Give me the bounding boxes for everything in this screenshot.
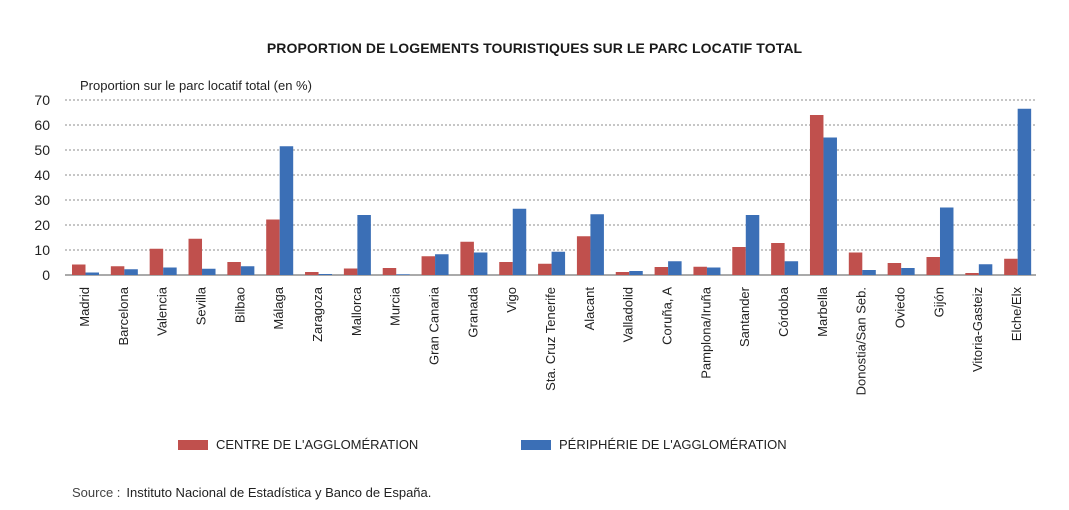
x-tick-label: Valladolid xyxy=(621,287,636,342)
source-note: Source : Instituto Nacional de Estadístic… xyxy=(72,485,431,500)
bar-centre xyxy=(887,263,902,275)
y-tick-label: 20 xyxy=(34,217,50,233)
x-tick-label: Pamplona/Iruña xyxy=(698,286,713,379)
legend-label-peripherie: PÉRIPHÉRIE DE L'AGGLOMÉRATION xyxy=(559,437,787,452)
bar-centre xyxy=(615,272,630,275)
x-tick-label: Gijón xyxy=(931,287,946,317)
legend-item-centre: CENTRE DE L'AGGLOMÉRATION xyxy=(178,437,418,452)
bar-peripherie xyxy=(551,251,566,275)
bar-peripherie xyxy=(396,274,410,275)
bar-centre xyxy=(343,268,358,275)
y-tick-label: 70 xyxy=(34,92,50,108)
bar-centre xyxy=(771,243,785,275)
bar-peripherie xyxy=(473,252,488,275)
bar-peripherie xyxy=(901,268,915,275)
bar-centre xyxy=(654,267,669,275)
bar-peripherie xyxy=(1017,108,1032,275)
x-tick-label: Madrid xyxy=(77,287,92,327)
bar-peripherie xyxy=(939,207,954,275)
bar-centre xyxy=(576,236,591,275)
x-tick-label: Oviedo xyxy=(893,287,908,328)
x-tick-label: Marbella xyxy=(815,286,830,337)
x-tick-label: Vitoria-Gasteiz xyxy=(970,287,985,372)
y-tick-label: 10 xyxy=(34,242,50,258)
x-tick-label: Zaragoza xyxy=(310,286,325,342)
bar-peripherie xyxy=(978,264,993,275)
x-tick-label: Gran Canaria xyxy=(426,286,441,365)
bar-peripherie xyxy=(668,261,682,275)
x-tick-label: Sta. Cruz Tenerife xyxy=(543,287,558,391)
bar-peripherie xyxy=(85,272,99,275)
y-tick-label: 0 xyxy=(42,267,50,283)
bar-peripherie xyxy=(163,267,177,275)
x-tick-label: Málaga xyxy=(271,286,286,329)
bar-centre xyxy=(1004,258,1018,275)
x-tick-label: Donostia/San Seb. xyxy=(854,287,869,395)
bar-centre xyxy=(693,266,707,275)
x-tick-label: Bilbao xyxy=(232,287,247,323)
bar-centre xyxy=(149,248,164,275)
bar-centre xyxy=(809,115,824,275)
x-tick-label: Alacant xyxy=(582,287,597,331)
bar-centre xyxy=(460,241,474,275)
bar-chart: 0 10 20 30 40 50 60 70 Madrid Barcelona Valencia Se… xyxy=(34,92,1036,395)
y-tick-label: 30 xyxy=(34,192,50,208)
x-tick-label: Córdoba xyxy=(776,286,791,337)
bar-centre xyxy=(732,247,746,275)
bar-centre xyxy=(421,256,436,275)
bar-peripherie xyxy=(862,270,876,275)
x-tick-label: Granada xyxy=(465,286,480,337)
bar-peripherie xyxy=(590,214,604,275)
x-tick-label: Barcelona xyxy=(116,286,131,345)
bar-peripherie xyxy=(318,274,333,275)
x-tick-label: Elche/Elx xyxy=(1009,287,1024,342)
bar-peripherie xyxy=(279,146,294,275)
bar-centre xyxy=(926,257,940,275)
bar-centre xyxy=(965,273,979,275)
chart-title: PROPORTION DE LOGEMENTS TOURISTIQUES SUR… xyxy=(266,40,803,56)
bar-centre xyxy=(227,262,241,275)
x-tick-label: Santander xyxy=(737,286,752,347)
bar-peripherie xyxy=(435,254,449,275)
bar-peripherie xyxy=(784,261,799,275)
y-tick-label: 60 xyxy=(34,117,50,133)
bar-peripherie xyxy=(202,268,216,275)
source-text: Instituto Nacional de Estadística y Banc… xyxy=(126,485,432,500)
bar-centre xyxy=(266,219,280,275)
bar-centre xyxy=(110,266,125,275)
bar-peripherie xyxy=(512,208,527,275)
bar-centre xyxy=(72,264,86,275)
bar-centre xyxy=(305,272,319,275)
x-tick-label: Sevilla xyxy=(193,286,208,325)
y-axis-label: Proportion sur le parc locatif total (en… xyxy=(80,78,312,93)
source-label: Source : xyxy=(72,485,121,500)
x-tick-label: Valencia xyxy=(155,286,170,336)
y-tick-label: 50 xyxy=(34,142,50,158)
legend-swatch-peripherie xyxy=(521,439,551,450)
x-tick-label: Vigo xyxy=(504,287,519,313)
legend-swatch-centre xyxy=(178,439,208,450)
bar-centre xyxy=(848,252,863,275)
x-tick-label: Murcia xyxy=(388,286,403,326)
y-tick-label: 40 xyxy=(34,167,50,183)
bar-peripherie xyxy=(124,269,138,275)
bar-peripherie xyxy=(357,215,371,275)
bar-centre xyxy=(382,268,397,275)
bar-peripherie xyxy=(745,215,760,275)
bar-centre xyxy=(499,262,513,275)
bar-peripherie xyxy=(823,137,837,275)
legend-item-peripherie: PÉRIPHÉRIE DE L'AGGLOMÉRATION xyxy=(521,437,787,452)
x-tick-label: Coruña, A xyxy=(660,287,675,345)
legend-label-centre: CENTRE DE L'AGGLOMÉRATION xyxy=(216,437,419,452)
bar-centre xyxy=(188,238,203,275)
bar-centre xyxy=(538,263,552,275)
bar-peripherie xyxy=(706,267,721,275)
bar-peripherie xyxy=(629,271,643,275)
bar-peripherie xyxy=(240,266,255,275)
x-tick-label: Mallorca xyxy=(349,286,364,336)
